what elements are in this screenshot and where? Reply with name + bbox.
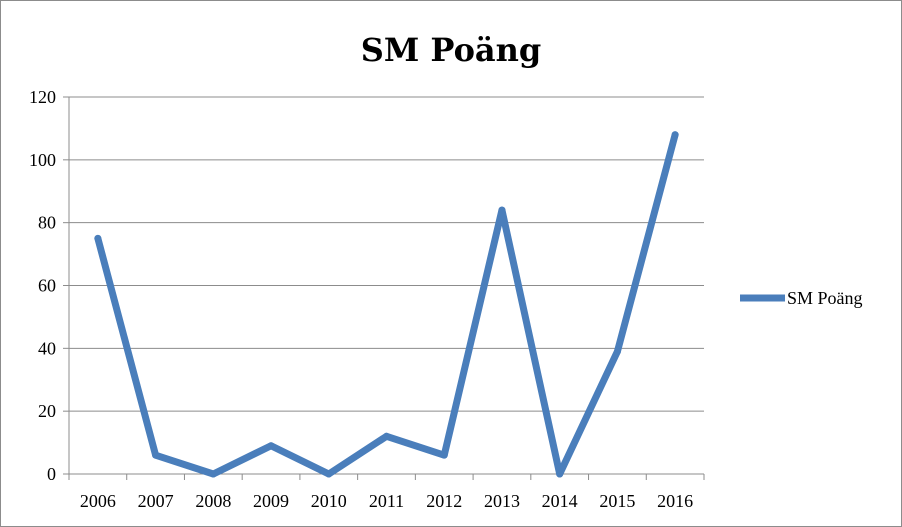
y-tick-label: 0 xyxy=(47,464,56,484)
legend: SM Poäng xyxy=(740,288,863,308)
x-tick-label: 2009 xyxy=(253,491,289,511)
gridlines xyxy=(69,96,704,412)
y-tick-label: 80 xyxy=(38,213,56,233)
chart-title: SM Poäng xyxy=(361,31,542,69)
data-point xyxy=(613,347,621,355)
x-tick-label: 2014 xyxy=(542,491,578,511)
axes xyxy=(63,96,705,480)
y-axis-ticks: 0 20 40 60 80 100 120 xyxy=(29,87,56,484)
x-tick-label: 2015 xyxy=(599,491,635,511)
legend-label: SM Poäng xyxy=(787,288,863,308)
series-line xyxy=(94,131,679,478)
y-tick-label: 40 xyxy=(38,338,56,358)
data-point xyxy=(94,234,102,242)
x-tick-label: 2006 xyxy=(80,491,116,511)
data-point xyxy=(209,470,217,478)
data-point xyxy=(671,131,679,139)
data-point xyxy=(440,451,448,459)
data-point xyxy=(267,442,275,450)
data-point xyxy=(556,470,564,478)
y-tick-label: 120 xyxy=(29,87,56,107)
x-tick-label: 2012 xyxy=(426,491,462,511)
data-point xyxy=(383,432,390,440)
x-tick-label: 2011 xyxy=(369,491,404,511)
y-tick-label: 60 xyxy=(38,276,56,296)
x-axis-ticks: 2006 2007 2008 2009 2010 2011 2012 2013 2014 2015… xyxy=(80,491,693,511)
data-point xyxy=(152,451,160,459)
y-tick-label: 20 xyxy=(38,401,56,421)
x-tick-label: 2007 xyxy=(138,491,174,511)
x-tick-label: 2013 xyxy=(484,491,520,511)
y-tick-label: 100 xyxy=(29,150,56,170)
x-tick-label: 2010 xyxy=(311,491,347,511)
x-tick-label: 2016 xyxy=(657,491,693,511)
x-tick-label: 2008 xyxy=(195,491,231,511)
data-point xyxy=(325,470,333,478)
data-point xyxy=(498,206,506,214)
series-layer xyxy=(94,131,679,478)
